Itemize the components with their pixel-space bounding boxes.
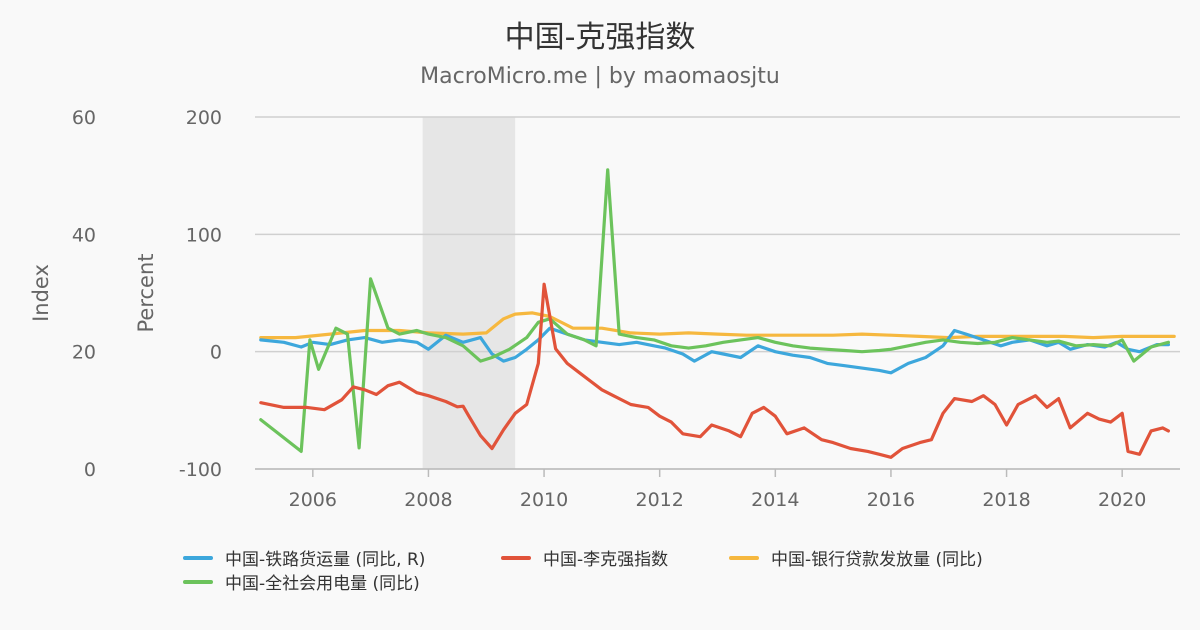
right-axis-ticks: -100 0 100 200 <box>179 107 222 481</box>
x-axis-tick-label: 2012 <box>636 489 684 511</box>
left-axis-tick-label: 0 <box>84 459 96 481</box>
right-axis-tick-label: 200 <box>186 107 222 129</box>
legend-swatch-rail <box>183 555 213 560</box>
right-axis-title: Percent <box>134 253 158 332</box>
series-lines <box>259 168 1176 459</box>
right-axis-tick-label: 100 <box>186 224 222 246</box>
left-axis-ticks: 0 20 40 60 <box>72 107 96 481</box>
legend-label-power: 中国-全社会用电量 (同比) <box>225 574 420 594</box>
x-axis-tick-label: 2008 <box>404 489 452 511</box>
recession-shading <box>422 117 516 469</box>
x-axis-tick-label: 2020 <box>1098 489 1146 511</box>
gridlines <box>255 116 1180 470</box>
left-axis-title: Index <box>29 264 53 322</box>
left-axis-tick-label: 60 <box>72 107 96 129</box>
x-axis-tick-label: 2006 <box>289 489 337 511</box>
legend-item-rail[interactable]: 中国-铁路货运量 (同比, R) <box>183 545 425 570</box>
legend-swatch-keqiang <box>501 555 531 560</box>
x-axis-ticks: 2006 2008 2010 2012 2014 2016 2018 2020 <box>255 468 1180 511</box>
legend-item-power[interactable]: 中国-全社会用电量 (同比) <box>183 569 420 594</box>
legend-item-keqiang[interactable]: 中国-李克强指数 <box>501 545 668 570</box>
legend-swatch-power <box>183 579 213 584</box>
series-line-keqiang <box>259 282 1170 459</box>
left-axis-tick-label: 40 <box>72 224 96 246</box>
legend-label-rail: 中国-铁路货运量 (同比, R) <box>225 550 426 570</box>
legend-swatch-loan <box>729 555 759 560</box>
series-line-power <box>259 168 1170 453</box>
left-axis-tick-label: 20 <box>72 342 96 364</box>
right-axis-tick-label: -100 <box>179 459 222 481</box>
chart-title: 中国-克强指数 <box>504 20 696 55</box>
x-axis-tick-label: 2014 <box>751 489 799 511</box>
x-axis-tick-label: 2018 <box>982 489 1030 511</box>
x-axis-tick-label: 2010 <box>520 489 568 511</box>
right-axis-tick-label: 0 <box>210 342 222 364</box>
series-line-loan <box>259 311 1176 340</box>
x-axis-tick-label: 2016 <box>867 489 915 511</box>
legend-label-keqiang: 中国-李克强指数 <box>543 550 669 570</box>
legend-label-loan: 中国-银行贷款发放量 (同比) <box>771 550 983 570</box>
chart-subtitle: MacroMicro.me | by maomaosjtu <box>420 64 780 89</box>
legend-item-loan[interactable]: 中国-银行贷款发放量 (同比) <box>729 545 983 570</box>
